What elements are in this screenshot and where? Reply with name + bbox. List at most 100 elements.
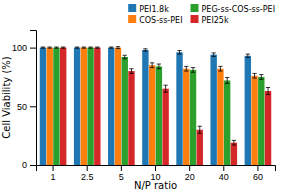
error-bar-stem <box>131 69 132 74</box>
error-bar <box>54 47 58 48</box>
x-tick-label: 5 <box>119 172 124 182</box>
x-tick-mark <box>53 165 54 171</box>
bar <box>81 48 87 165</box>
error-bar-cap <box>48 47 52 48</box>
error-bar-stem <box>124 55 125 59</box>
error-bar-cap <box>184 71 188 72</box>
error-bar <box>116 47 120 49</box>
error-bar <box>129 69 133 74</box>
error-bar-cap <box>163 92 167 93</box>
bar <box>183 69 189 165</box>
bar <box>122 57 128 165</box>
error-bar-stem <box>233 140 234 145</box>
error-bar-stem <box>179 51 180 55</box>
error-bar-cap <box>54 48 58 49</box>
error-bar-cap <box>212 56 216 57</box>
x-tick: 60 <box>253 165 263 182</box>
legend-label: PEI25k <box>202 16 229 25</box>
error-bar <box>82 47 86 48</box>
legend: PEI1.8kCOS-ss-PEIPEG-ss-COS-ss-PEIPEI25k <box>128 4 275 25</box>
bar <box>190 70 196 165</box>
error-bar-cap <box>75 48 79 49</box>
error-bar-stem <box>227 78 228 84</box>
plot: 12.5510204060050100 <box>12 31 276 183</box>
error-bar <box>259 75 263 80</box>
series <box>53 47 264 165</box>
error-bar <box>184 66 188 71</box>
error-bar-cap <box>109 47 113 48</box>
error-bar-cap <box>218 66 222 67</box>
error-bar <box>252 73 256 78</box>
error-bar-cap <box>129 68 133 69</box>
error-bar-cap <box>198 133 202 134</box>
bar <box>53 48 59 165</box>
error-bar-cap <box>191 72 195 73</box>
error-bar-cap <box>88 47 92 48</box>
marks <box>40 47 271 165</box>
error-bar-stem <box>186 66 187 71</box>
bar <box>245 56 251 165</box>
error-bar <box>143 49 147 51</box>
error-bar-cap <box>150 67 154 68</box>
bar <box>40 48 46 165</box>
error-bar-stem <box>158 64 159 69</box>
bar <box>258 77 264 165</box>
y-axis-title: Cell Viability (%) <box>1 56 12 139</box>
bar <box>46 48 52 165</box>
x-tick-label: 20 <box>185 172 195 182</box>
error-bar-cap <box>218 71 222 72</box>
bar <box>149 65 155 165</box>
x-tick-mark <box>121 165 122 171</box>
error-bar <box>88 47 92 48</box>
series <box>40 47 251 165</box>
error-bar-stem <box>220 66 221 71</box>
x-tick: 20 <box>185 165 195 182</box>
legend-label: PEG-ss-COS-ss-PEI <box>202 5 276 14</box>
error-bar-cap <box>266 94 270 95</box>
error-bar-cap <box>129 73 133 74</box>
error-bar-stem <box>247 54 248 58</box>
bar <box>265 91 271 165</box>
x-axis-title: N/P ratio <box>134 180 177 191</box>
error-bar-cap <box>246 57 250 58</box>
error-bar-cap <box>41 47 45 48</box>
error-bar-cap <box>41 48 45 49</box>
error-bar-cap <box>82 48 86 49</box>
bar <box>115 48 121 165</box>
y-tick-mark <box>30 48 36 49</box>
error-bar <box>48 47 52 48</box>
x-tick: 40 <box>219 165 229 182</box>
bar <box>108 48 114 165</box>
error-bar-cap <box>252 73 256 74</box>
legend-swatch <box>191 15 199 23</box>
x-tick-mark <box>223 165 224 171</box>
bar <box>251 76 257 165</box>
error-bar-cap <box>61 47 65 48</box>
legend-label: COS-ss-PEI <box>139 16 182 25</box>
error-bar-cap <box>198 126 202 127</box>
bar <box>74 48 80 165</box>
error-bar <box>150 63 154 68</box>
error-bar-stem <box>254 73 255 78</box>
error-bar-cap <box>252 78 256 79</box>
bar <box>217 69 223 165</box>
error-bar <box>157 64 161 69</box>
error-bar-stem <box>261 75 262 80</box>
y-tick-mark <box>30 106 36 107</box>
error-bar-cap <box>75 47 79 48</box>
error-bar-cap <box>232 140 236 141</box>
bar <box>162 89 168 165</box>
error-bar-cap <box>163 85 167 86</box>
x-tick-label: 40 <box>219 172 229 182</box>
error-bar-cap <box>116 48 120 49</box>
error-bar <box>177 51 181 55</box>
error-bar <box>232 140 236 145</box>
error-bar <box>246 54 250 58</box>
legend-item: COS-ss-PEI <box>128 15 182 25</box>
error-bar-cap <box>116 46 120 47</box>
bar <box>142 50 148 165</box>
error-bar-cap <box>109 48 113 49</box>
y-tick: 100 <box>12 43 36 53</box>
error-bar-cap <box>61 48 65 49</box>
error-bar <box>95 47 99 48</box>
